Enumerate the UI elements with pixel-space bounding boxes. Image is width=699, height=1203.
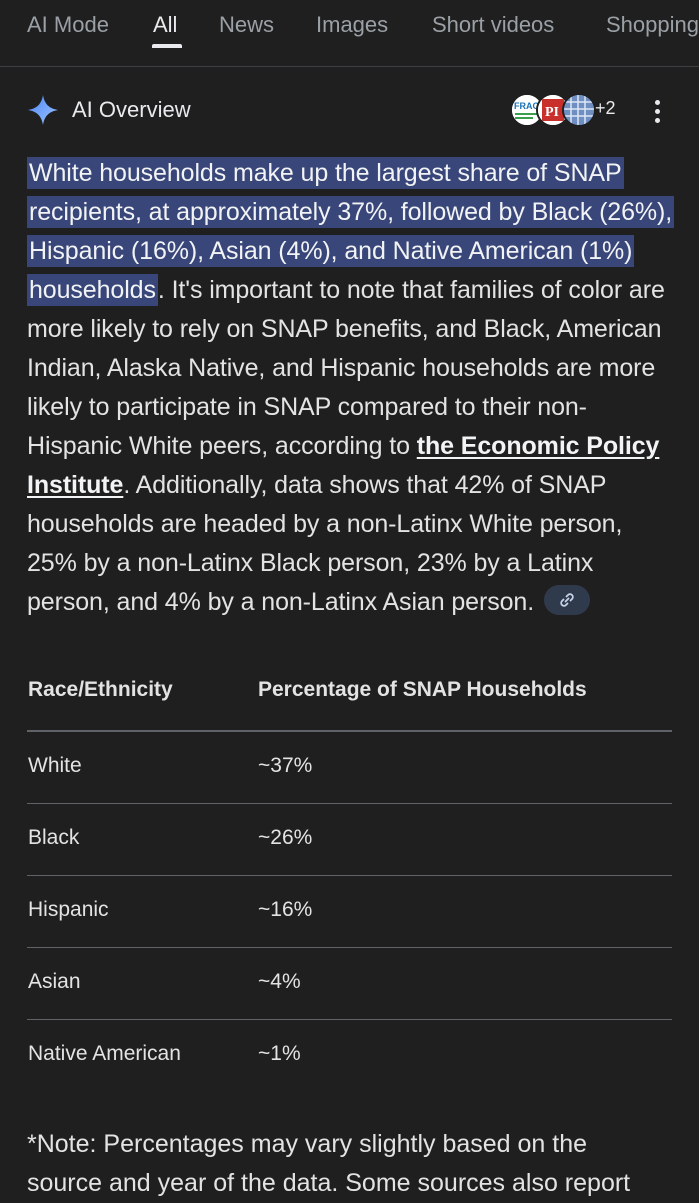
- grid-logo-icon[interactable]: [562, 93, 596, 127]
- more-sources-count[interactable]: +2: [595, 98, 616, 118]
- table-cell-percentage: ~16%: [258, 898, 313, 921]
- gemini-sparkle-icon: [28, 95, 58, 125]
- ai-overview-title: AI Overview: [72, 97, 191, 122]
- table-row: Asian ~4%: [27, 948, 672, 1020]
- header-percentage: Percentage of SNAP Households: [258, 678, 587, 701]
- snap-race-table: Race/Ethnicity Percentage of SNAP Househ…: [27, 666, 672, 1091]
- table-cell-race: White: [28, 754, 82, 777]
- table-row: Native American ~1%: [27, 1020, 672, 1091]
- tab-shopping[interactable]: Shopping: [606, 12, 699, 37]
- link-icon: [560, 593, 574, 608]
- ai-overview-header: AI Overview FRAC PI +2: [0, 86, 699, 136]
- table-row: Black ~26%: [27, 804, 672, 876]
- table-cell-race: Native American: [28, 1042, 181, 1065]
- more-options-icon[interactable]: [650, 100, 664, 124]
- epi-logo-text: PI: [545, 105, 559, 120]
- table-row: White ~37%: [27, 732, 672, 804]
- table-cell-race: Asian: [28, 970, 81, 993]
- ai-overview-answer: White households make up the largest sha…: [27, 154, 677, 622]
- search-tabs: AI Mode All News Images Short videos Sho…: [0, 0, 699, 67]
- tab-ai-mode[interactable]: AI Mode: [27, 12, 109, 37]
- table-cell-percentage: ~37%: [258, 754, 313, 777]
- epi-logo-icon[interactable]: PI: [536, 93, 570, 127]
- table-cell-race: Hispanic: [28, 898, 109, 921]
- tab-images[interactable]: Images: [316, 12, 389, 37]
- active-tab-indicator: [152, 44, 182, 48]
- tab-short-videos[interactable]: Short videos: [432, 12, 555, 37]
- tab-all[interactable]: All: [153, 12, 178, 37]
- answer-text-2: . Additionally, data shows that 42% of S…: [27, 471, 623, 616]
- answer-text-1: . It's important to note that families o…: [27, 276, 665, 460]
- note-line-2: source and year of the data. Some source…: [27, 1169, 631, 1197]
- header-race-ethnicity: Race/Ethnicity: [28, 678, 173, 701]
- frac-logo-text: FRAC: [514, 101, 539, 111]
- table-header: Race/Ethnicity Percentage of SNAP Househ…: [27, 666, 672, 732]
- source-link-chip[interactable]: [544, 585, 591, 616]
- table-row: Hispanic ~16%: [27, 876, 672, 948]
- table-cell-race: Black: [28, 826, 80, 849]
- table-cell-percentage: ~1%: [258, 1042, 301, 1065]
- note-line-1: *Note: Percentages may vary slightly bas…: [27, 1130, 588, 1158]
- epi-source-link[interactable]: the Economic Policy Institute: [27, 432, 660, 499]
- tab-news[interactable]: News: [219, 12, 275, 37]
- table-cell-percentage: ~4%: [258, 970, 301, 993]
- table-cell-percentage: ~26%: [258, 826, 313, 849]
- data-note: *Note: Percentages may vary slightly bas…: [27, 1125, 699, 1203]
